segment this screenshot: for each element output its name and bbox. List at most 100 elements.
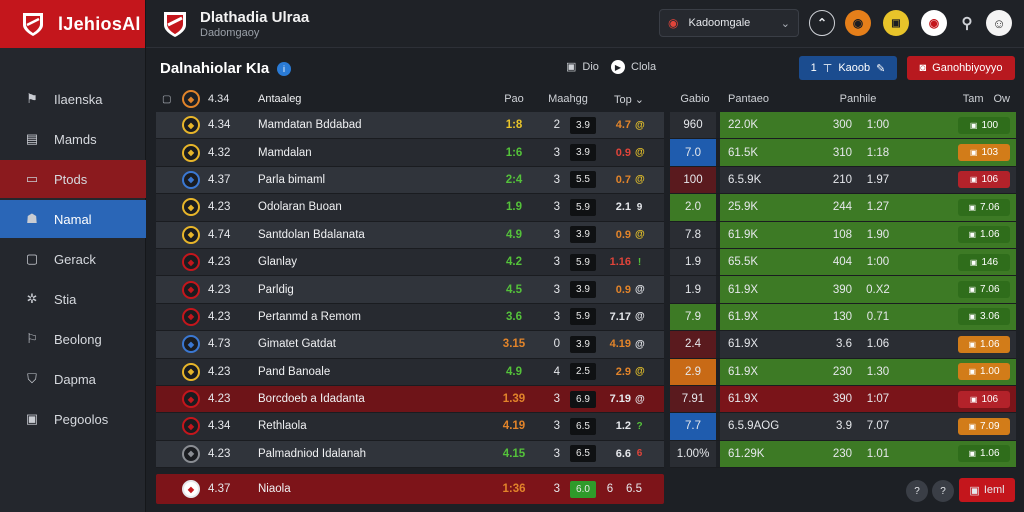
action-button[interactable]: ◙ Ganohbiyoyyo xyxy=(907,56,1015,80)
table-row[interactable]: ◆ 4.34 Mamdatan Bddabad 1:8 2 3.9 4.7 @ xyxy=(156,112,664,140)
col-name[interactable]: Antaaleg xyxy=(258,93,302,105)
status-badge[interactable]: ▣ 7.06 xyxy=(958,198,1010,216)
col-stat[interactable]: Panhile xyxy=(839,93,877,105)
page-next-button[interactable]: ? xyxy=(932,480,954,502)
table-row[interactable]: ◆ 4.32 Mamdalan 1:6 3 3.9 0.9 @ xyxy=(156,139,664,167)
player-name[interactable]: Pertanmd a Remom xyxy=(258,310,361,323)
value-row[interactable]: 7.91 61.9X 390 1:07 ▣ 106 xyxy=(670,385,1016,414)
help-icon[interactable]: ⚲ xyxy=(961,15,973,32)
confirm-button[interactable]: ▣ Ieml xyxy=(959,478,1015,502)
col-extra[interactable]: Tam xyxy=(962,93,984,105)
status-badge[interactable]: ▣ 7.06 xyxy=(958,281,1010,299)
player-rt: 2 xyxy=(553,119,560,132)
value-row[interactable]: 2.9 61.9X 230 1.30 ▣ 1.00 xyxy=(670,358,1016,386)
player-name[interactable]: Mamdalan xyxy=(258,146,312,159)
col-top[interactable]: Top ⌄ xyxy=(613,93,644,106)
player-name[interactable]: Santdolan Bdalanata xyxy=(258,228,365,241)
toolbar-item-label: Dio xyxy=(582,60,599,73)
value-row[interactable]: 1.00% 61.29K 230 1.01 ▣ 1.06 xyxy=(670,440,1016,469)
sidebar-item-8[interactable]: ▣ Pegoolos xyxy=(0,400,146,438)
value-row[interactable]: 7.9 61.9X 130 0.71 ▣ 3.06 xyxy=(670,303,1016,332)
avatar[interactable]: ☺ xyxy=(986,10,1012,36)
col-value[interactable]: Gabio xyxy=(680,93,710,105)
table-row[interactable]: ◆ 4.23 Pand Banoale 4.9 4 2.5 2.9 @ xyxy=(156,358,664,386)
table-row[interactable]: ◆ 4.34 Rethlaola 4.19 3 6.5 1.2? xyxy=(156,413,664,441)
value-row[interactable]: 100 6.5.9K 210 1.97 ▣ 106 xyxy=(670,166,1016,195)
competition-select[interactable]: ◉ Kadoomgale ⌄ xyxy=(659,9,799,37)
table-row[interactable]: ◆ 4.37 Parla bimaml 2:4 3 5.5 0.7 @ xyxy=(156,166,664,195)
player-position: 3.15 xyxy=(502,338,526,351)
player-name[interactable]: Borcdoeb a Idadanta xyxy=(258,393,365,406)
value-row[interactable]: 7.8 61.9K 108 1.90 ▣ 1.06 xyxy=(670,221,1016,249)
selected-player-row[interactable]: ◆ 4.37 Niaola 1:36 3 6.0 6 6.5 xyxy=(156,474,664,504)
table-row[interactable]: ◆ 4.23 Odolaran Buoan 1.9 3 5.9 2.1 9 xyxy=(156,194,664,222)
value-row[interactable]: 1.9 65.5K 404 1:00 ▣ 146 xyxy=(670,248,1016,277)
status-badge[interactable]: ▣ 106 xyxy=(958,171,1010,189)
player-name[interactable]: Palmadniod Idalanah xyxy=(258,447,367,460)
price-cell: 61.9X xyxy=(728,283,759,296)
info-icon[interactable]: i xyxy=(277,62,291,76)
player-name[interactable]: Parla bimaml xyxy=(258,173,326,186)
toolbar-item-view[interactable]: ▣ Dio xyxy=(566,60,599,74)
status-badge[interactable]: ▣ 1.06 xyxy=(958,445,1010,463)
alert-icon[interactable]: ◉ xyxy=(845,10,871,36)
toolbar-item-play[interactable]: ▶ Clola xyxy=(611,60,656,74)
page-prev-button[interactable]: ? xyxy=(906,480,928,502)
sidebar-item-label: Dapma xyxy=(54,371,96,387)
price-cell: 65.5K xyxy=(728,256,759,269)
table-row[interactable]: ◆ 4.74 Santdolan Bdalanata 4.9 3 3.9 0.9… xyxy=(156,221,664,249)
sidebar-item-5[interactable]: ✲ Stia xyxy=(0,280,146,318)
status-badge[interactable]: ▣ 100 xyxy=(958,116,1010,134)
status-badge[interactable]: ▣ 1.06 xyxy=(958,226,1010,244)
table-row[interactable]: ◆ 4.73 Gimatet Gatdat 3.15 0 3.9 4.19 @ xyxy=(156,331,664,359)
tag-icon: ▣ xyxy=(969,175,978,185)
value-row[interactable]: 2.0 25.9K 244 1.27 ▣ 7.06 xyxy=(670,194,1016,222)
player-rt: 3 xyxy=(553,201,560,214)
club-crest-icon xyxy=(164,12,186,37)
status-badge[interactable]: ▣ 103 xyxy=(958,144,1010,162)
value-row[interactable]: 7.7 6.5.9AOG 3.9 7.07 ▣ 7.09 xyxy=(670,413,1016,441)
player-name[interactable]: Rethlaola xyxy=(258,420,307,433)
sidebar-item-6[interactable]: ⚐ Beolong xyxy=(0,320,146,358)
sidebar-item-0[interactable]: ⚑ Ilaenska xyxy=(0,80,146,118)
player-rt: 3 xyxy=(553,228,560,241)
value-row[interactable]: 960 22.0K 300 1:00 ▣ 100 xyxy=(670,112,1016,140)
player-name[interactable]: Glanlay xyxy=(258,256,297,269)
player-name[interactable]: Mamdatan Bddabad xyxy=(258,119,362,132)
filter-button[interactable]: 1 ⊤ Kaoob ✎ xyxy=(799,56,897,80)
col-extra2[interactable]: Ow xyxy=(993,93,1011,105)
sidebar-item-3[interactable]: ☗ Namal xyxy=(0,200,146,238)
status-badge[interactable]: ▣ 106 xyxy=(958,390,1010,408)
status-badge[interactable]: ▣ 3.06 xyxy=(958,308,1010,326)
col-position[interactable]: Pao xyxy=(504,93,524,105)
stat-b-cell: 1:00 xyxy=(866,119,890,132)
sidebar-item-2[interactable]: ▭ Ptods xyxy=(0,160,146,198)
sidebar-item-4[interactable]: ▢ Gerack xyxy=(0,240,146,278)
player-name[interactable]: Odolaran Buoan xyxy=(258,201,342,214)
value-row[interactable]: 7.0 61.5K 310 1:18 ▣ 103 xyxy=(670,139,1016,167)
status-badge[interactable]: ▣ 1.00 xyxy=(958,363,1010,381)
table-row[interactable]: ◆ 4.23 Pertanmd a Remom 3.6 3 5.9 7.17 @ xyxy=(156,303,664,332)
select-all-checkbox[interactable]: ▢ xyxy=(162,93,172,105)
brand-bar[interactable]: lJehiosAl xyxy=(0,0,145,48)
table-row[interactable]: ◆ 4.23 Borcdoeb a Idadanta 1.39 3 6.9 7.… xyxy=(156,385,664,414)
status-badge[interactable]: ▣ 1.06 xyxy=(958,335,1010,353)
table-row[interactable]: ◆ 4.23 Parldig 4.5 3 3.9 0.9 @ xyxy=(156,276,664,304)
player-name[interactable]: Parldig xyxy=(258,283,294,296)
player-name[interactable]: Pand Banoale xyxy=(258,365,331,378)
table-row[interactable]: ◆ 4.23 Glanlay 4.2 3 5.9 1.16! xyxy=(156,248,664,277)
value-row[interactable]: 1.9 61.9X 390 0.X2 ▣ 7.06 xyxy=(670,276,1016,304)
club-icon[interactable]: ◉ xyxy=(921,10,947,36)
status-badge[interactable]: ▣ 7.09 xyxy=(958,417,1010,435)
col-rating[interactable]: Maahgg xyxy=(548,93,588,105)
value-row[interactable]: 2.4 61.9X 3.6 1.06 ▣ 1.06 xyxy=(670,331,1016,359)
sidebar-item-1[interactable]: ▤ Mamds xyxy=(0,120,146,158)
status-badge[interactable]: ▣ 146 xyxy=(958,253,1010,271)
sidebar-item-7[interactable]: ⛉ Dapma xyxy=(0,360,146,398)
table-row[interactable]: ◆ 4.23 Palmadniod Idalanah 4.15 3 6.5 6.… xyxy=(156,440,664,469)
badge-icon[interactable]: ▣ xyxy=(883,10,909,36)
status-icon: @ xyxy=(635,284,645,296)
col-price[interactable]: Pantaeo xyxy=(728,93,769,105)
compass-icon[interactable]: ⌃ xyxy=(809,10,835,36)
player-name[interactable]: Gimatet Gatdat xyxy=(258,338,336,351)
